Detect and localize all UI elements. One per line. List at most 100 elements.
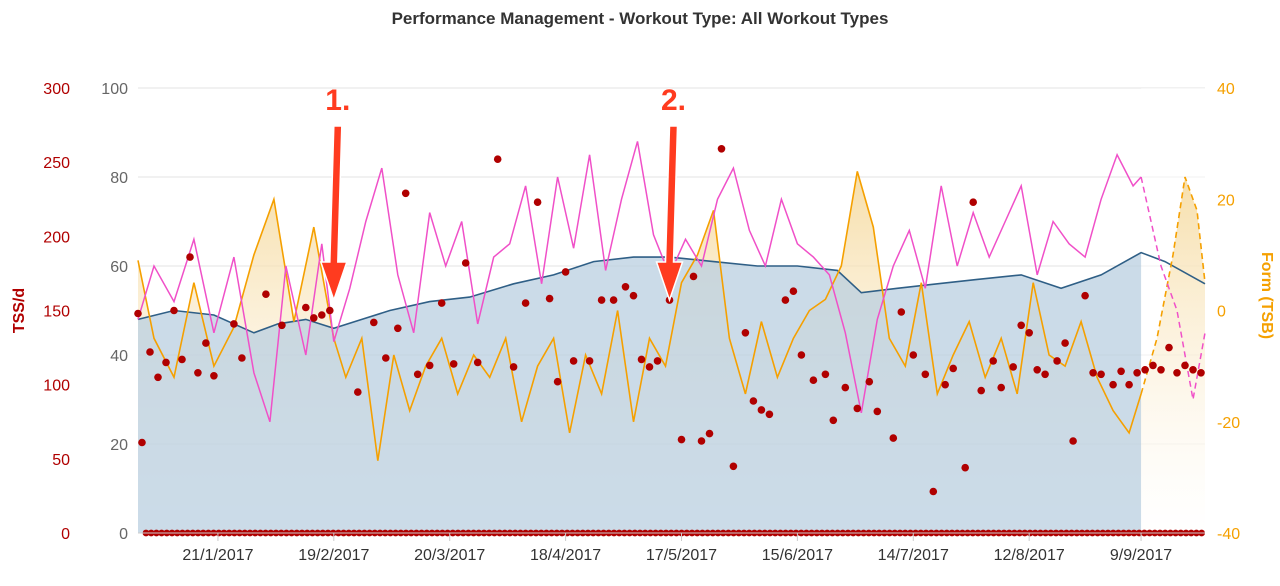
- tss-point: [1097, 370, 1105, 379]
- tss-point: [1141, 366, 1149, 374]
- tss-point: [473, 358, 482, 367]
- fitness-tick-label: 20: [110, 437, 128, 454]
- tss-point: [533, 198, 542, 206]
- fitness-tick-label: 0: [119, 526, 128, 543]
- tss-point: [1149, 361, 1157, 370]
- x-tick-label: 19/2/2017: [298, 547, 369, 564]
- tss-point: [961, 463, 969, 472]
- tss-tick-label: 300: [43, 81, 70, 98]
- fitness-tick-label: 80: [110, 170, 128, 187]
- tss-point: [757, 406, 766, 414]
- tss-point: [821, 370, 830, 379]
- tss-point: [729, 462, 738, 471]
- tss-point: [705, 429, 714, 438]
- tss-point: [370, 318, 378, 327]
- tss-point: [262, 290, 270, 299]
- tss-point: [645, 363, 654, 371]
- tss-point: [749, 397, 758, 405]
- tss-point: [1081, 291, 1089, 300]
- tss-point: [741, 329, 750, 337]
- tss-point: [865, 377, 874, 386]
- tss-point: [841, 383, 850, 392]
- tss-point: [677, 435, 686, 444]
- tss-point: [154, 373, 162, 382]
- tss-point: [889, 434, 898, 442]
- tss-point: [413, 370, 422, 379]
- tss-point: [781, 296, 790, 304]
- annotation-label: 1.: [325, 84, 350, 117]
- tss-point: [382, 354, 390, 362]
- tss-point: [1025, 329, 1033, 337]
- form-axis-title: Form (TSB): [1258, 252, 1275, 339]
- tss-point: [1009, 363, 1017, 371]
- tss-point: [809, 376, 818, 385]
- tss-point: [1197, 369, 1205, 377]
- tss-point: [186, 253, 194, 261]
- tss-point: [941, 380, 949, 389]
- series-layer: [137, 141, 1206, 533]
- tsb-line-forecast: [1140, 176, 1206, 395]
- tss-tick-label: 150: [43, 304, 70, 321]
- tss-point: [1117, 367, 1125, 376]
- fitness-tick-label: 60: [110, 259, 128, 276]
- x-tick-label: 21/1/2017: [182, 547, 253, 564]
- tss-point: [1189, 366, 1197, 374]
- tss-point: [1181, 361, 1189, 370]
- tss-point: [545, 294, 554, 303]
- tss-point: [697, 437, 706, 445]
- tss-point: [318, 311, 326, 319]
- tss-point: [797, 351, 806, 359]
- tss-point: [609, 296, 618, 304]
- tss-point: [597, 296, 606, 304]
- fitness-tick-label: 100: [101, 81, 128, 98]
- annotation-arrow: 1.: [319, 83, 351, 303]
- tss-point: [1017, 321, 1025, 330]
- tss-point: [1041, 370, 1049, 379]
- tss-point: [1165, 343, 1173, 352]
- tss-point: [1061, 339, 1069, 347]
- tsb-line: [137, 171, 1142, 461]
- tss-point: [969, 198, 977, 206]
- annotation-arrow-shape: [319, 125, 348, 303]
- tss-point: [789, 287, 798, 296]
- tss-point: [230, 320, 238, 328]
- tss-point: [949, 364, 957, 373]
- tss-point: [1033, 366, 1041, 374]
- tss-point: [146, 348, 154, 356]
- tss-point: [997, 383, 1005, 392]
- x-tick-label: 15/6/2017: [762, 547, 833, 564]
- tss-point: [717, 145, 726, 153]
- tss-point: [1089, 369, 1097, 377]
- tss-point: [302, 303, 310, 312]
- x-tick-label: 14/7/2017: [878, 547, 949, 564]
- tss-point: [425, 361, 434, 370]
- tss-point: [170, 306, 178, 315]
- tss-point: [162, 358, 170, 367]
- ctl-line: [137, 251, 1206, 334]
- x-tick-label: 12/8/2017: [994, 547, 1065, 564]
- tss-point: [873, 407, 882, 416]
- tss-point: [449, 360, 458, 368]
- chart-title: Performance Management - Workout Type: A…: [392, 9, 889, 28]
- tss-axis-title: TSS/d: [11, 288, 28, 333]
- tss-point: [1125, 380, 1133, 389]
- tss-tick-label: 50: [52, 452, 70, 469]
- tss-point: [689, 272, 698, 281]
- tss-point: [278, 321, 286, 330]
- tss-tick-label: 100: [43, 378, 70, 395]
- tss-tick-label: 200: [43, 229, 70, 246]
- tss-point: [585, 357, 594, 365]
- form-tick-label: -20: [1217, 415, 1240, 432]
- tss-point: [653, 357, 662, 365]
- tss-point: [493, 155, 502, 163]
- tss-point: [637, 355, 646, 364]
- tss-tick-label: 250: [43, 155, 70, 172]
- tss-point: [569, 357, 578, 365]
- tss-point: [1109, 380, 1117, 389]
- annotation-label: 2.: [661, 84, 686, 117]
- x-tick-label: 17/5/2017: [646, 547, 717, 564]
- tss-point: [461, 259, 470, 267]
- annotation-arrow-shape: [655, 125, 684, 303]
- tss-point: [310, 314, 318, 322]
- form-tick-label: 0: [1217, 304, 1226, 321]
